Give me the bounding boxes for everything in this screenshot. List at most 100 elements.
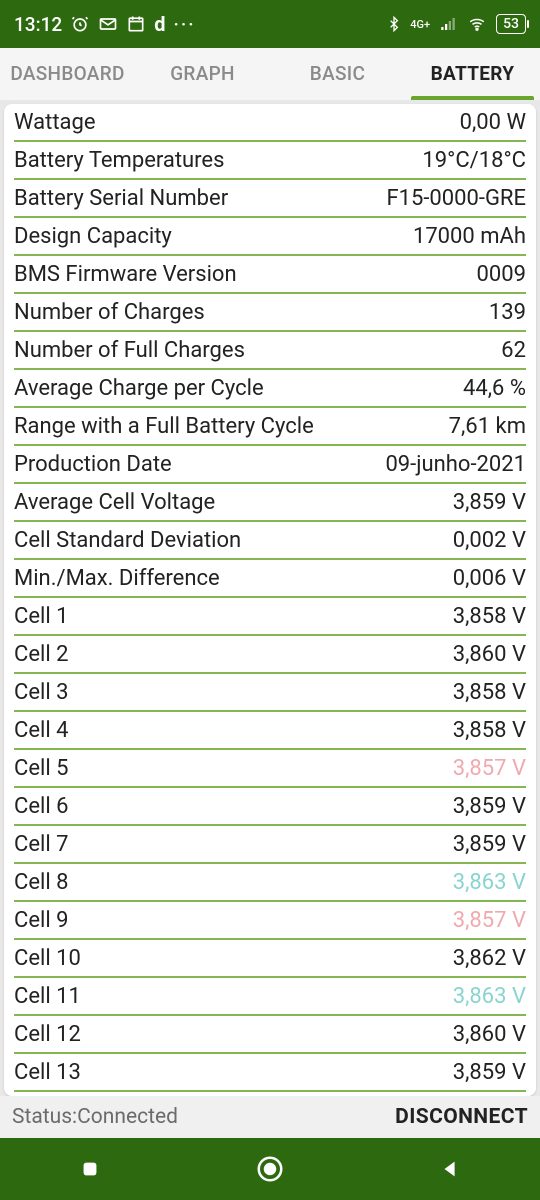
row-label: Cell 4	[14, 718, 77, 743]
row-label: Average Cell Voltage	[14, 490, 223, 515]
row-value: 3,863 V	[453, 870, 526, 895]
data-row: Number of Charges 139	[14, 294, 526, 332]
data-row: Cell 2 3,860 V	[14, 636, 526, 674]
row-label: Average Charge per Cycle	[14, 376, 272, 401]
app-d-icon: d	[154, 12, 165, 36]
content-area: Wattage 0,00 W Battery Temperatures 19°C/18…	[0, 100, 540, 1096]
data-row: Cell 9 3,857 V	[14, 902, 526, 940]
battery-card: Wattage 0,00 W Battery Temperatures 19°C/18…	[4, 104, 536, 1096]
row-value: 3,857 V	[453, 756, 526, 781]
row-label: Battery Serial Number	[14, 186, 236, 211]
row-label: Cell 8	[14, 870, 77, 895]
nav-home-button[interactable]	[210, 1138, 330, 1200]
row-value: 3,863 V	[453, 984, 526, 1009]
row-label: Range with a Full Battery Cycle	[14, 414, 322, 439]
tab-graph[interactable]: GRAPH	[135, 48, 270, 100]
data-row: Battery Temperatures 19°C/18°C	[14, 142, 526, 180]
status-label: Status:Connected	[12, 1105, 178, 1129]
row-label: Cell 10	[14, 946, 89, 971]
row-value: 44,6 %	[463, 376, 526, 401]
tab-basic[interactable]: BASIC	[270, 48, 405, 100]
row-label: Cell 6	[14, 794, 77, 819]
data-row: Cell 13 3,859 V	[14, 1054, 526, 1092]
row-value: 3,858 V	[453, 680, 526, 705]
data-row: Average Charge per Cycle 44,6 %	[14, 370, 526, 408]
row-value: 0,00 W	[460, 110, 526, 135]
row-value: 3,859 V	[453, 1060, 526, 1085]
network-label: 4G+	[410, 19, 430, 30]
battery-indicator: 53	[496, 14, 526, 34]
row-value: 19°C/18°C	[422, 148, 526, 173]
disconnect-button[interactable]: DISCONNECT	[395, 1105, 528, 1129]
row-label: Number of Full Charges	[14, 338, 253, 363]
connection-footer: Status:Connected DISCONNECT	[0, 1096, 540, 1138]
nav-recent-button[interactable]	[30, 1138, 150, 1200]
data-row: Cell 7 3,859 V	[14, 826, 526, 864]
row-label: Cell 5	[14, 756, 77, 781]
data-row: Cell 113,863 V	[14, 978, 526, 1016]
row-value: 3,862 V	[453, 946, 526, 971]
tab-dashboard[interactable]: DASHBOARD	[0, 48, 135, 100]
data-row: Range with a Full Battery Cycle 7,61 km	[14, 408, 526, 446]
battery-list: Wattage 0,00 W Battery Temperatures 19°C/18…	[4, 104, 536, 1096]
row-label: Battery Temperatures	[14, 148, 232, 173]
gmail-icon	[98, 14, 118, 34]
data-row: Cell 4 3,858 V	[14, 712, 526, 750]
row-value: F15-0000-GRE	[386, 186, 526, 211]
tab-battery[interactable]: BATTERY	[405, 48, 540, 100]
data-row: Battery Serial Number F15-0000-GRE	[14, 180, 526, 218]
row-value: 7,61 km	[449, 414, 526, 439]
row-label: Cell 13	[14, 1060, 89, 1085]
row-value: 3,858 V	[453, 604, 526, 629]
row-label: Number of Charges	[14, 300, 213, 325]
row-label: Cell 12	[14, 1022, 89, 1047]
bluetooth-icon	[386, 14, 402, 34]
data-row: Cell 8 3,863 V	[14, 864, 526, 902]
data-row: Cell 10 3,862 V	[14, 940, 526, 978]
nav-back-button[interactable]	[390, 1138, 510, 1200]
row-label: Cell 9	[14, 908, 77, 933]
data-row: Wattage 0,00 W	[14, 104, 526, 142]
row-label: BMS Firmware Version	[14, 262, 245, 287]
row-value: 3,860 V	[453, 642, 526, 667]
row-value: 0009	[477, 262, 526, 287]
row-value: 17000 mAh	[413, 224, 526, 249]
data-row: Design Capacity 17000 mAh	[14, 218, 526, 256]
data-row: Min./Max. Difference0,006 V	[14, 560, 526, 598]
row-value: 62	[501, 338, 526, 363]
calendar-icon	[126, 14, 146, 34]
row-value: 3,858 V	[453, 718, 526, 743]
row-label: Cell 1	[14, 604, 77, 629]
more-icon: ···	[173, 13, 195, 36]
row-label: Cell 7	[14, 832, 77, 857]
row-value: 3,859 V	[453, 794, 526, 819]
data-row: Production Date09-junho-2021	[14, 446, 526, 484]
signal-icon	[438, 15, 458, 33]
row-label: Cell Standard Deviation	[14, 528, 249, 553]
row-label: Cell 2	[14, 642, 77, 667]
data-row: Average Cell Voltage 3,859 V	[14, 484, 526, 522]
row-value: 3,857 V	[453, 908, 526, 933]
data-row: Cell 1 3,858 V	[14, 598, 526, 636]
wifi-icon	[466, 15, 488, 33]
row-label: Cell 3	[14, 680, 77, 705]
status-time: 13:12	[14, 13, 62, 36]
row-label: Design Capacity	[14, 224, 180, 249]
alarm-icon	[70, 14, 90, 34]
data-row: Cell Standard Deviation 0,002 V	[14, 522, 526, 560]
row-value: 3,860 V	[453, 1022, 526, 1047]
row-value: 3,859 V	[453, 490, 526, 515]
row-value: 139	[489, 300, 526, 325]
android-status-bar: 13:12 d ··· 4G+ 53	[0, 0, 540, 48]
row-label: Min./Max. Difference	[14, 566, 228, 591]
data-row: Cell 5 3,857 V	[14, 750, 526, 788]
data-row: Number of Full Charges 62	[14, 332, 526, 370]
row-value: 0,002 V	[453, 528, 526, 553]
data-row: BMS Firmware Version 0009	[14, 256, 526, 294]
android-nav-bar	[0, 1138, 540, 1200]
data-row: Cell 6 3,859 V	[14, 788, 526, 826]
row-label: Production Date	[14, 452, 180, 477]
tab-bar: DASHBOARDGRAPHBASICBATTERY	[0, 48, 540, 100]
row-value: 3,859 V	[453, 832, 526, 857]
row-label: Wattage	[14, 110, 104, 135]
